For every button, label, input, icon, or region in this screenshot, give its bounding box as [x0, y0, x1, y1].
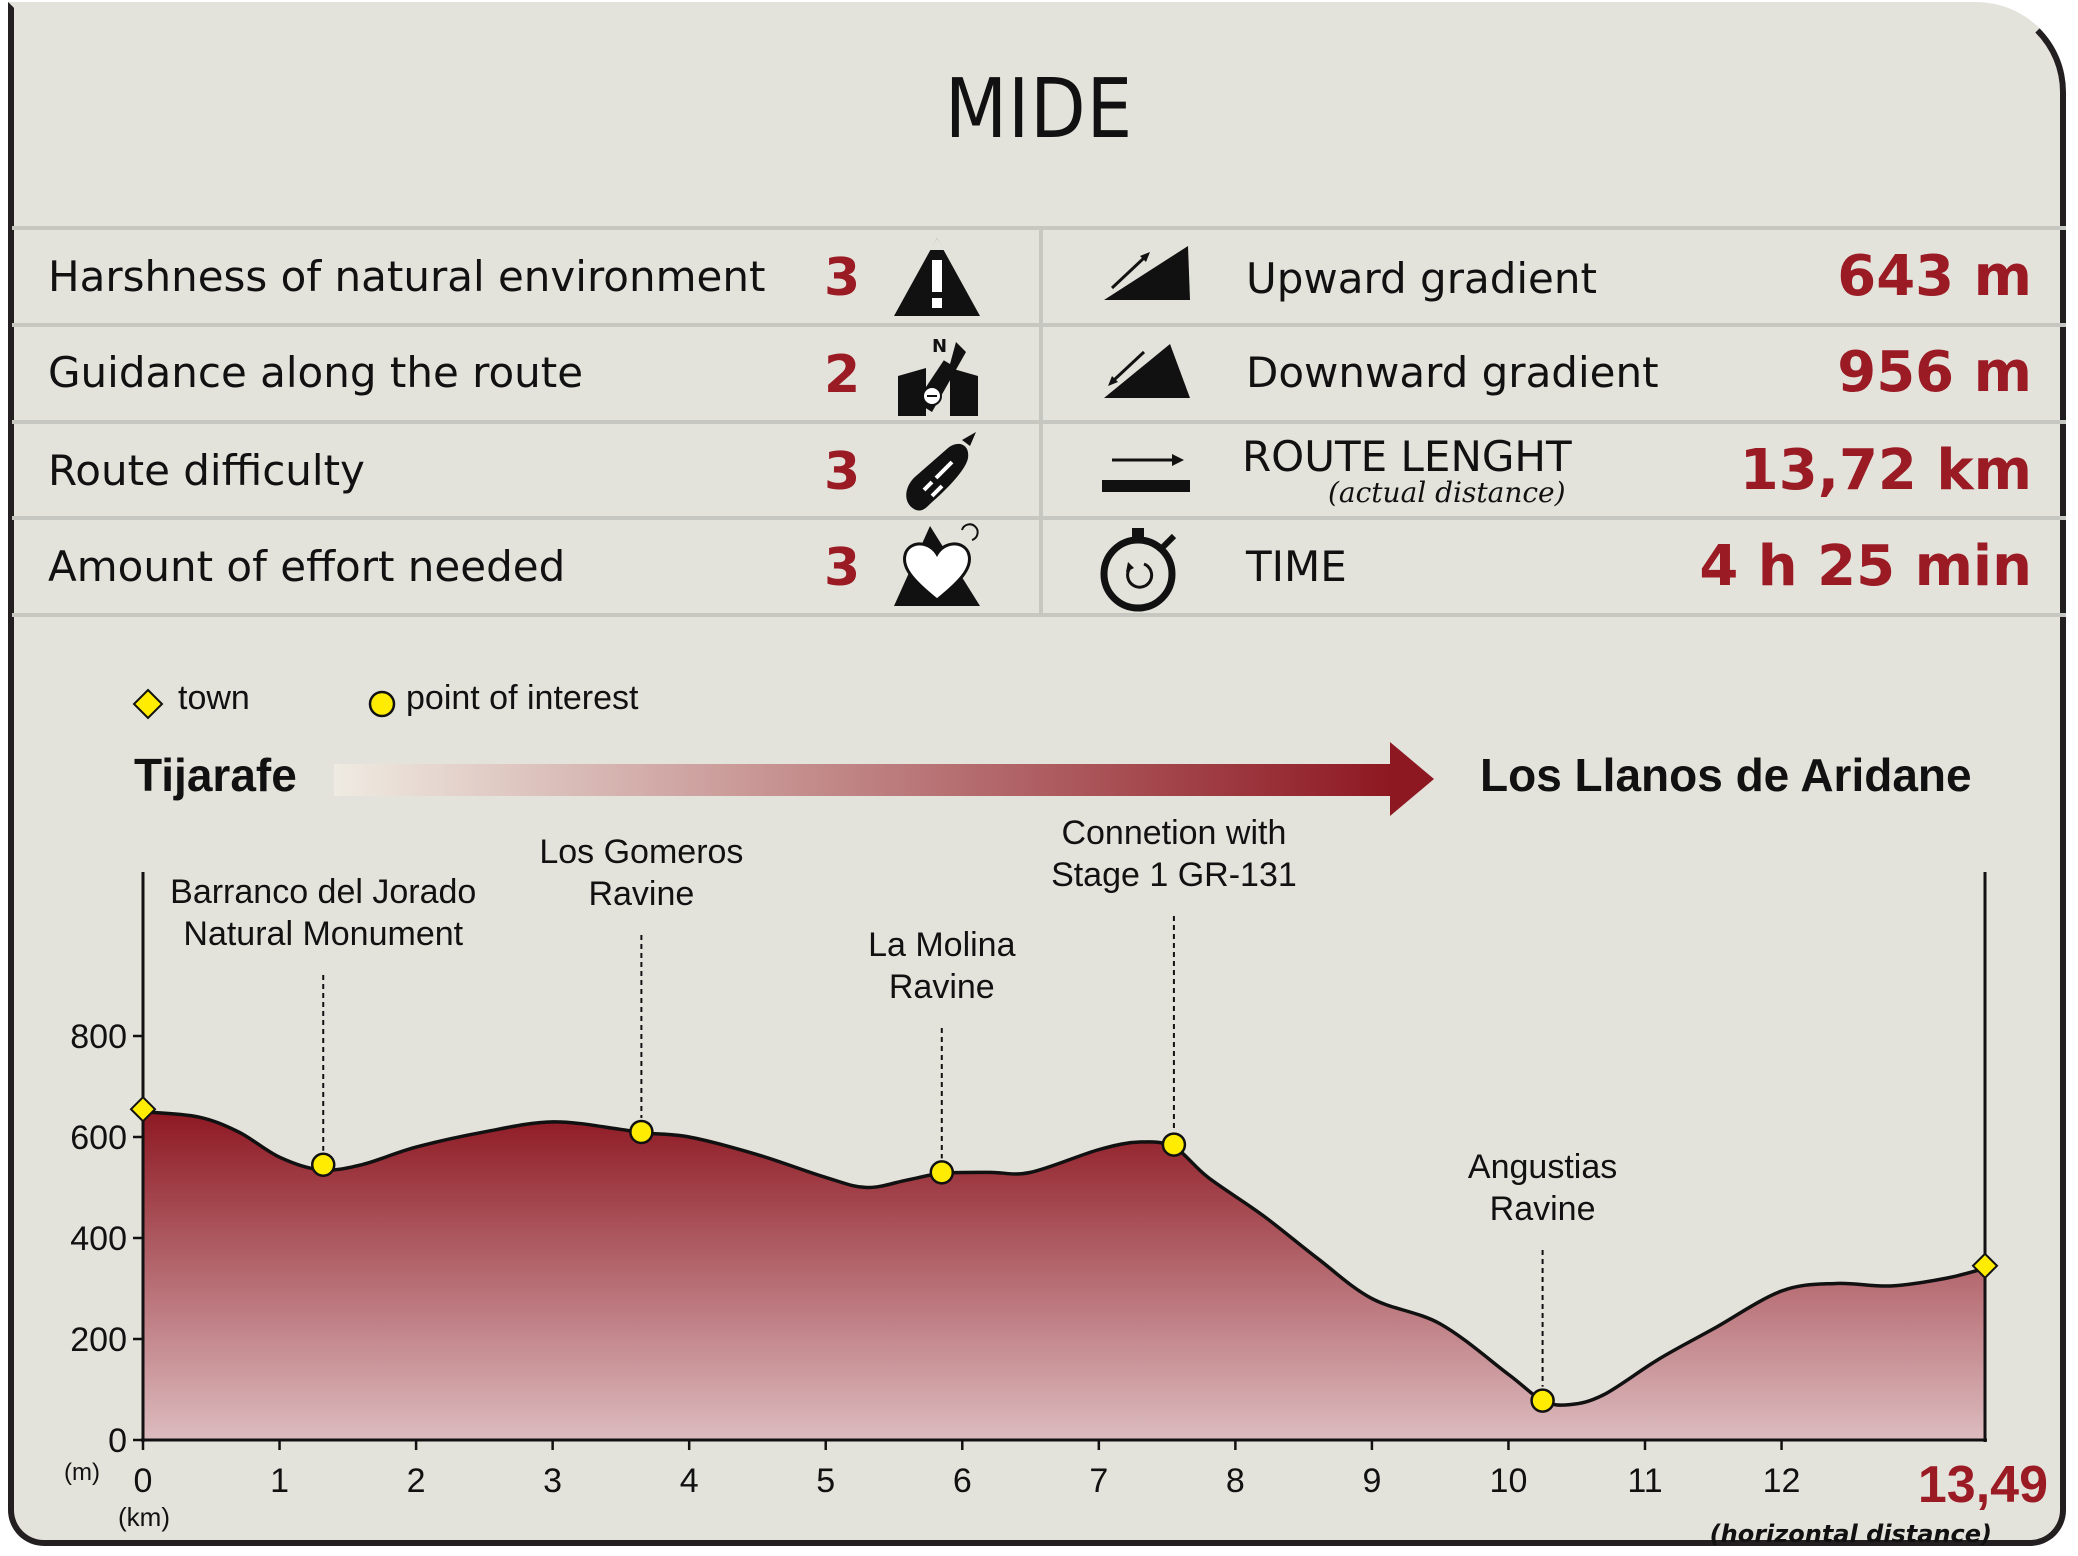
distance-end-sublabel: (horizontal distance) — [1710, 1520, 1992, 1548]
poi-marker — [1530, 1388, 1555, 1413]
page-title: MIDE — [944, 62, 1134, 157]
mountain-warning-icon — [894, 238, 980, 316]
y-tick-label: 0 — [108, 1422, 127, 1460]
downward-gradient-icon — [1104, 344, 1190, 398]
town-marker — [129, 1095, 157, 1123]
route-start: Tijarafe — [134, 749, 297, 801]
poi-marker — [1161, 1132, 1187, 1157]
mide-score-guidance: 2 — [824, 345, 861, 405]
poi-label: Ravine — [1490, 1190, 1596, 1228]
y-tick-label: 600 — [70, 1119, 127, 1157]
route-length-value: 13,72 km — [1739, 438, 2032, 503]
poi-label: Los Gomeros — [539, 833, 743, 871]
mide-score-effort: 3 — [824, 538, 861, 598]
town-marker-icon — [132, 688, 164, 720]
downward-gradient-value: 956 m — [1837, 340, 2032, 405]
x-tick-label: 8 — [1226, 1462, 1245, 1500]
poi-label: Stage 1 GR-131 — [1051, 856, 1297, 894]
poi-label: Barranco del Jorado — [170, 873, 476, 911]
y-axis-unit: (m) — [64, 1459, 100, 1486]
x-tick-label: 9 — [1362, 1462, 1381, 1500]
x-tick-label: 7 — [1089, 1462, 1108, 1500]
mide-label-difficulty: Route difficulty — [48, 446, 365, 495]
svg-text:N: N — [932, 336, 947, 357]
mide-score-difficulty: 3 — [824, 442, 861, 502]
x-tick-label: 1 — [270, 1462, 289, 1500]
time-value: 4 h 25 min — [1699, 534, 2032, 599]
legend-poi: point of interest — [406, 679, 639, 717]
elevation-line — [142, 1110, 1986, 1407]
x-tick-label: 10 — [1490, 1462, 1528, 1500]
mide-score-harshness: 3 — [824, 248, 861, 308]
poi-marker-icon — [368, 690, 396, 718]
upward-gradient-label: Upward gradient — [1246, 254, 1597, 303]
mide-label-guidance: Guidance along the route — [48, 348, 584, 397]
route-length-label: ROUTE LENGHT — [1242, 432, 1572, 481]
x-tick-label: 0 — [134, 1462, 153, 1500]
town-marker — [1971, 1252, 1999, 1280]
x-tick-label: 11 — [1627, 1462, 1662, 1500]
upward-gradient-value: 643 m — [1837, 244, 2032, 309]
distance-end-label: 13,49 — [1918, 1456, 2048, 1514]
y-tick-label: 800 — [70, 1018, 127, 1056]
poi-marker — [310, 1152, 336, 1178]
poi-marker — [929, 1160, 955, 1185]
route-end: Los Llanos de Aridane — [1480, 749, 1972, 801]
x-tick-label: 3 — [543, 1462, 562, 1500]
x-tick-label: 5 — [816, 1462, 835, 1500]
mide-label-harshness: Harshness of natural environment — [48, 252, 766, 301]
time-label: TIME — [1246, 542, 1347, 591]
legend-town: town — [178, 679, 250, 717]
poi-label: Connetion with — [1061, 814, 1286, 852]
table-divider — [1039, 228, 1043, 616]
downward-gradient-label: Downward gradient — [1246, 348, 1659, 397]
y-tick-label: 200 — [70, 1321, 127, 1359]
x-tick-label: 6 — [953, 1462, 972, 1500]
x-tick-label: 12 — [1763, 1462, 1801, 1500]
route-length-icon — [1102, 454, 1190, 492]
poi-label: La Molina — [868, 926, 1016, 964]
route-direction-arrow — [334, 742, 1434, 816]
x-tick-label: 2 — [407, 1462, 426, 1500]
poi-marker — [629, 1119, 654, 1145]
y-tick-label: 400 — [70, 1220, 127, 1258]
elevation-area — [143, 1111, 1985, 1440]
footprint-icon — [906, 432, 976, 511]
route-length-sublabel: (actual distance) — [1328, 476, 1566, 509]
heart-mountain-icon — [894, 523, 980, 606]
x-axis-unit: (km) — [118, 1502, 170, 1532]
poi-label: Natural Monument — [183, 915, 463, 953]
x-tick-label: 4 — [680, 1462, 699, 1500]
mide-label-effort: Amount of effort needed — [48, 542, 566, 591]
upward-gradient-icon — [1104, 246, 1190, 300]
stopwatch-icon — [1100, 528, 1177, 612]
poi-label: Ravine — [588, 875, 694, 913]
poi-label: Ravine — [889, 968, 995, 1006]
compass-map-icon: N — [898, 336, 978, 416]
poi-label: Angustias — [1468, 1148, 1617, 1186]
